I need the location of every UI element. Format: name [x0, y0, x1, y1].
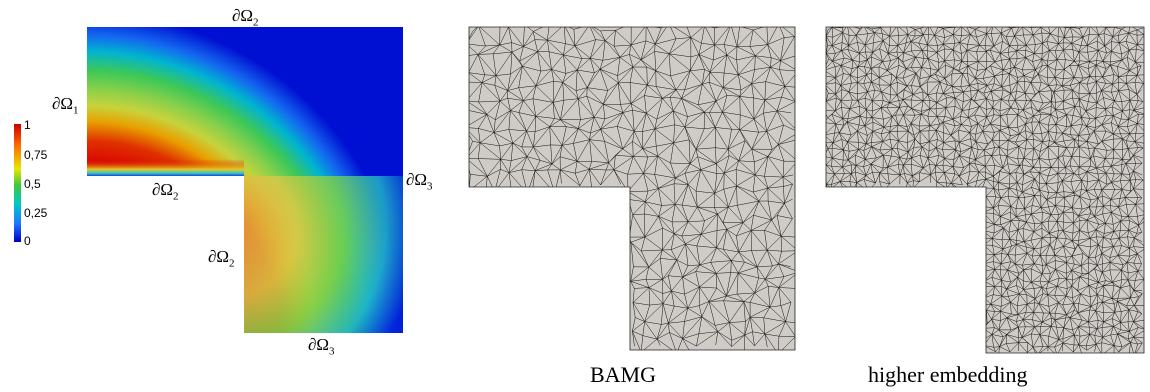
boundary-label-left: ∂Ω1 [52, 94, 79, 117]
boundary-label-right: ∂Ω3 [406, 170, 433, 193]
colorbar-tick-1: 1 [24, 118, 31, 132]
boundary-label-bottom: ∂Ω3 [308, 335, 335, 358]
boundary-label-inner-vertical: ∂Ω2 [208, 247, 235, 270]
colorbar-tick-0: 0 [24, 234, 31, 248]
field-plot [14, 27, 403, 333]
field-inner-edge-band [87, 120, 244, 176]
mesh-domain [469, 27, 795, 350]
caption-higher-embedding: higher embedding [868, 362, 1028, 387]
mesh-domain [826, 27, 1144, 353]
boundary-label-inner-horizontal: ∂Ω2 [152, 180, 179, 203]
mesh-edges [826, 27, 1144, 353]
field-lower-leg [244, 176, 403, 333]
mesh-outline [825, 26, 1145, 354]
mesh-panel-bamg: BAMG [440, 0, 800, 392]
mesh-outline [468, 26, 796, 351]
colorbar-tick-05: 0,5 [24, 177, 41, 191]
field-panel: 1 0,75 0,5 0,25 0 ∂Ω2 ∂Ω1 ∂Ω2 ∂Ω2 ∂Ω3 ∂Ω… [0, 0, 440, 392]
colorbar-tick-075: 0,75 [24, 148, 48, 162]
mesh-edges [469, 27, 795, 350]
caption-bamg: BAMG [590, 362, 657, 387]
mesh-bamg [468, 26, 796, 351]
boundary-label-top: ∂Ω2 [232, 6, 259, 29]
mesh-panel-higher-embedding: higher embedding [800, 0, 1150, 392]
colorbar-tick-025: 0,25 [24, 206, 48, 220]
colorbar [14, 124, 21, 242]
mesh-higher-embedding [825, 26, 1145, 354]
